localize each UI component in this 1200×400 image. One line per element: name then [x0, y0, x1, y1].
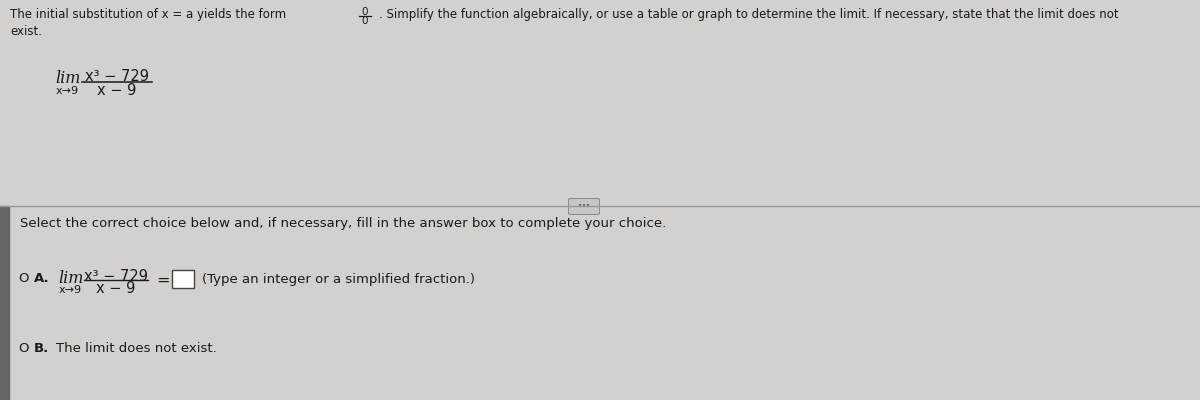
Text: A.: A.	[34, 272, 49, 285]
Text: x→9: x→9	[56, 86, 79, 96]
Text: . Simplify the function algebraically, or use a table or graph to determine the : . Simplify the function algebraically, o…	[379, 8, 1118, 21]
Text: exist.: exist.	[10, 25, 42, 38]
Text: x³ − 729: x³ − 729	[85, 69, 149, 84]
Text: O: O	[18, 272, 29, 285]
Text: The limit does not exist.: The limit does not exist.	[56, 342, 217, 355]
Text: •••: •••	[578, 204, 590, 210]
Text: x³ − 729: x³ − 729	[84, 269, 148, 284]
FancyBboxPatch shape	[569, 198, 600, 214]
Text: x − 9: x − 9	[96, 281, 136, 296]
Text: lim: lim	[58, 270, 83, 287]
Text: x − 9: x − 9	[97, 83, 137, 98]
Text: B.: B.	[34, 342, 49, 355]
Text: Select the correct choice below and, if necessary, fill in the answer box to com: Select the correct choice below and, if …	[20, 217, 666, 230]
Text: O: O	[18, 342, 29, 355]
Text: lim: lim	[55, 70, 80, 87]
Bar	[0, 206, 10, 400]
Bar	[172, 270, 194, 288]
Text: 0: 0	[361, 7, 368, 17]
Text: x→9: x→9	[59, 285, 82, 295]
Text: =: =	[156, 273, 169, 288]
Text: (Type an integer or a simplified fraction.): (Type an integer or a simplified fractio…	[202, 273, 475, 286]
Text: The initial substitution of x = a yields the form: The initial substitution of x = a yields…	[10, 8, 286, 21]
Text: 0: 0	[361, 16, 368, 26]
